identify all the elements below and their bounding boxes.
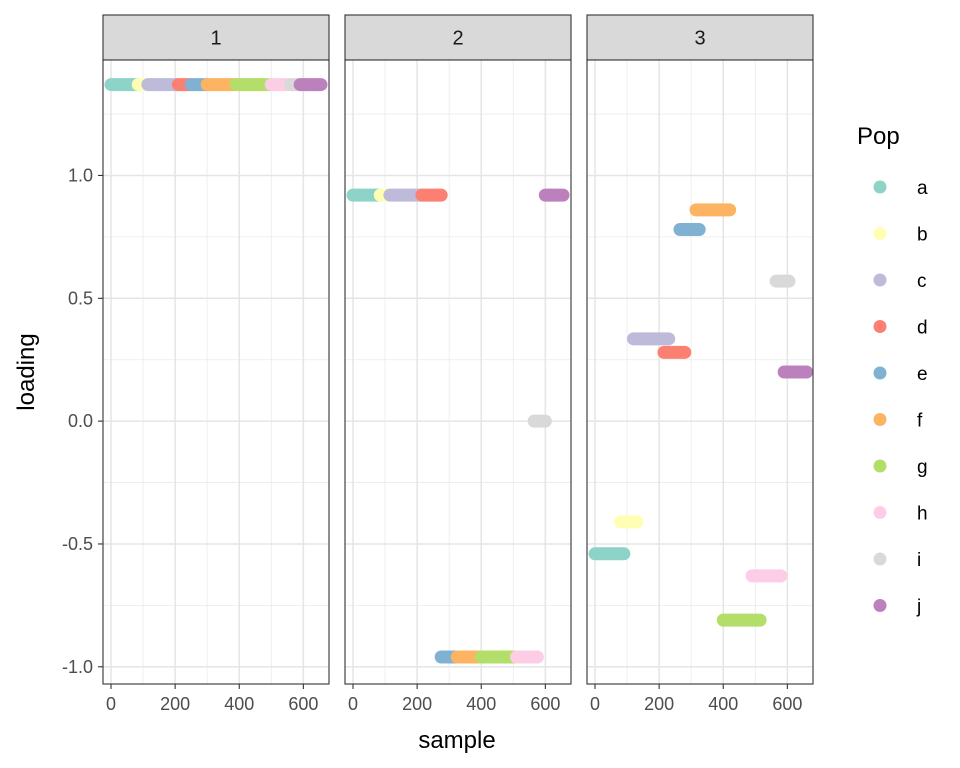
x-tick-label: 600 [288,694,318,714]
x-tick-label: 0 [348,694,358,714]
facet-panel-3: 3 [586,14,814,685]
legend-label: h [917,504,928,525]
legend-key-dot [873,366,887,380]
y-tick-label: -1.0 [62,657,93,677]
legend-item-b: b [873,225,928,246]
legend-key-dot [873,413,887,426]
legend-key-dot [873,552,887,566]
panel-content [345,60,571,684]
facet-strip-label: 2 [452,28,463,50]
legend-label: e [917,364,928,385]
facet-strip [102,14,330,61]
legend: Pop a b c d e f g h i j [857,123,928,618]
legend-item-e: e [873,364,928,385]
x-tick-label: 200 [402,694,432,714]
legend-item-c: c [873,271,927,292]
legend-label: f [917,411,923,432]
y-tick-label: 0.5 [68,288,93,308]
y-axis: -1.0 -0.5 0.0 0.5 1.0 [62,165,103,677]
legend-item-j: j [873,597,921,618]
panel-border [344,59,572,685]
facet-panels: 1 2 3 [102,14,814,685]
panel-content [103,60,329,684]
legend-key-dot [873,227,887,240]
x-axis-panel-2: 0 200 400 600 [348,684,560,714]
facet-strip [344,14,572,61]
x-tick-label: 400 [708,694,738,714]
y-tick-label: 0.0 [68,411,93,431]
x-tick-label: 400 [466,694,496,714]
legend-label: d [917,318,928,339]
legend-item-a: a [873,178,928,199]
legend-item-g: g [873,457,928,478]
legend-item-h: h [873,504,928,525]
legend-label: i [917,550,921,571]
x-tick-label: 600 [530,694,560,714]
facet-strip-label: 1 [210,28,221,50]
legend-key-dot [873,273,887,287]
legend-item-i: i [873,550,921,571]
legend-item-d: d [873,318,928,339]
legend-title: Pop [857,123,900,150]
facet-strip [586,14,814,61]
x-tick-label: 0 [590,694,600,714]
facet-strip-label: 3 [694,28,705,50]
x-axis-title: sample [418,727,495,754]
y-tick-label: -0.5 [62,534,93,554]
legend-key-dot [873,599,887,612]
x-axes: 0 200 400 600 0 200 400 600 0 200 400 600 [106,684,802,714]
x-axis-panel-3: 0 200 400 600 [590,684,802,714]
x-tick-label: 400 [224,694,254,714]
legend-item-f: f [873,411,923,432]
legend-key-dot [873,506,887,519]
panel-background [103,60,329,684]
x-tick-label: 600 [772,694,802,714]
legend-label: g [917,457,928,478]
panel-background [345,60,571,684]
x-tick-label: 200 [160,694,190,714]
x-tick-label: 200 [644,694,674,714]
facet-panel-1: 1 [102,14,330,685]
legend-key-dot [873,459,887,473]
x-axis-panel-1: 0 200 400 600 [106,684,318,714]
x-tick-label: 0 [106,694,116,714]
legend-key-dot [873,180,887,194]
legend-key-dot [873,320,887,333]
y-tick-label: 1.0 [68,165,93,185]
legend-label: j [916,597,921,618]
y-axis-title: loading [13,333,40,410]
panel-content [587,60,813,684]
panel-border [586,59,814,685]
legend-label: c [917,271,927,292]
legend-label: b [917,225,928,246]
legend-label: a [917,178,928,199]
facet-panel-2: 2 [344,14,572,685]
panel-border [102,59,330,685]
